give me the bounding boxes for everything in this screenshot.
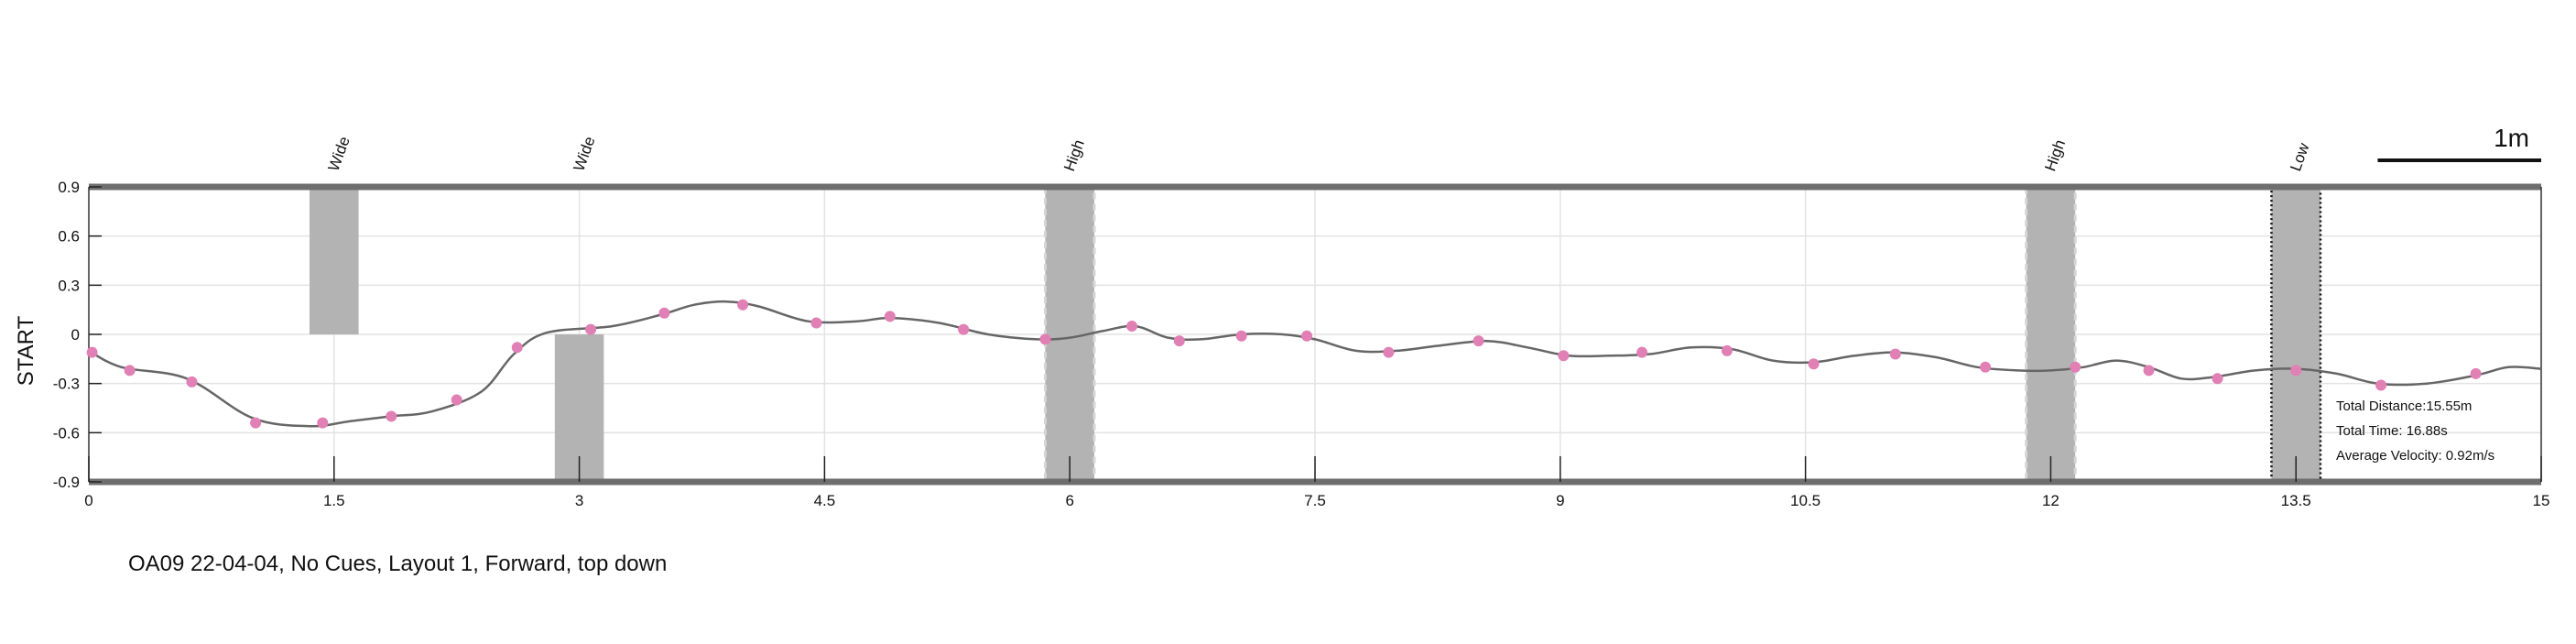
chart-title: OA09 22-04-04, No Cues, Layout 1, Forwar…	[128, 551, 667, 576]
y-tick-label: -0.6	[53, 424, 80, 442]
step-marker	[1889, 348, 1901, 360]
step-marker	[1301, 330, 1313, 342]
step-marker	[1473, 335, 1484, 347]
step-marker	[658, 307, 670, 319]
step-marker	[1808, 358, 1820, 370]
grid	[89, 187, 2541, 482]
y-tick-label: -0.3	[53, 376, 80, 393]
average-velocity: Average Velocity: 0.92m/s	[2336, 448, 2494, 464]
step-marker	[1721, 344, 1733, 356]
y-tick-label: -0.9	[53, 474, 80, 491]
x-tick-label: 0	[84, 492, 92, 509]
x-tick-label: 4.5	[814, 492, 836, 509]
step-marker	[2070, 361, 2081, 373]
step-marker	[451, 394, 462, 406]
step-marker	[1383, 346, 1395, 358]
step-marker	[1235, 330, 1247, 342]
step-marker	[124, 365, 136, 377]
obstacle-label: Low	[2287, 140, 2313, 173]
axis-ticks: 0 1.5 3 4.5 6 7.5 9 10.5 12 13.5 15 0.9 0.6 0.3 0 -0.3 -…	[53, 179, 2550, 509]
step-marker	[2470, 367, 2482, 379]
obstacle-label: High	[1060, 137, 1088, 173]
step-marker	[958, 323, 970, 335]
x-tick-label: 13.5	[2281, 492, 2311, 509]
step-marker	[2143, 365, 2155, 377]
step-marker	[2375, 379, 2387, 391]
step-marker	[585, 323, 597, 335]
x-tick-label: 10.5	[1790, 492, 1821, 509]
scale-bar-label: 1m	[2494, 124, 2529, 152]
step-marker	[250, 417, 262, 429]
x-tick-label: 3	[575, 492, 583, 509]
obstacle-high	[2025, 185, 2077, 484]
y-tick-label: 0.6	[58, 228, 80, 246]
obstacle-label: High	[2041, 137, 2069, 173]
obstacle-low	[2270, 185, 2322, 484]
step-marker	[86, 346, 98, 358]
step-marker	[1173, 335, 1185, 347]
step-marker	[1636, 346, 1648, 358]
x-tick-label: 7.5	[1304, 492, 1326, 509]
step-marker	[1126, 321, 1138, 333]
x-tick-label: 12	[2042, 492, 2060, 509]
total-distance: Total Distance:15.55m	[2336, 398, 2472, 414]
step-marker	[737, 299, 749, 311]
y-tick-label: 0	[71, 326, 80, 344]
x-tick-label: 9	[1556, 492, 1564, 509]
stats-box: Total Distance:15.55m Total Time: 16.88s…	[2336, 398, 2494, 464]
x-tick-label: 15	[2533, 492, 2550, 509]
y-tick-label: 0.3	[58, 277, 80, 294]
step-marker	[2290, 365, 2302, 377]
step-marker	[810, 317, 822, 329]
x-tick-label: 1.5	[323, 492, 345, 509]
scale-bar: 1m	[2377, 124, 2541, 162]
y-axis-label: START	[14, 315, 38, 386]
step-marker	[511, 342, 523, 354]
x-tick-label: 6	[1065, 492, 1073, 509]
y-tick-label: 0.9	[58, 179, 80, 196]
step-marker	[884, 311, 896, 322]
step-marker	[1558, 350, 1570, 362]
obstacle-label: Wide	[325, 134, 353, 173]
total-time: Total Time: 16.88s	[2336, 423, 2448, 439]
step-marker	[1979, 361, 1991, 373]
step-marker	[386, 410, 397, 422]
obstacle-wide	[310, 187, 359, 334]
step-markers	[86, 299, 2482, 429]
step-marker	[2212, 373, 2223, 385]
step-marker	[186, 376, 198, 387]
obstacle-label: Wide	[571, 134, 599, 173]
step-marker	[1039, 333, 1051, 345]
step-marker	[317, 417, 329, 429]
